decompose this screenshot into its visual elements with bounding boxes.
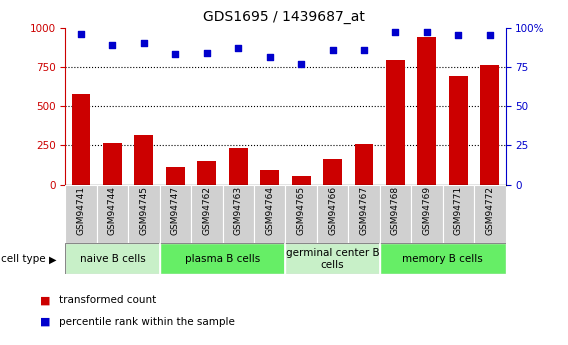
Bar (285, 243, 380, 274)
Bar (481, 65, 499, 185)
Point (485, 33, 494, 38)
Bar (442, 185, 474, 243)
Text: percentile rank within the sample: percentile rank within the sample (59, 317, 235, 327)
Bar (417, 37, 436, 185)
Text: GDS1695 / 1439687_at: GDS1695 / 1439687_at (203, 10, 365, 24)
Text: ■: ■ (40, 295, 50, 305)
Text: GSM94767: GSM94767 (360, 186, 369, 235)
Point (202, 50, 211, 56)
Bar (380, 185, 411, 243)
Bar (292, 176, 311, 185)
Point (296, 61, 306, 67)
Text: GSM94747: GSM94747 (171, 186, 180, 235)
Bar (380, 243, 506, 274)
Text: GSM94766: GSM94766 (328, 186, 337, 235)
Bar (386, 60, 405, 185)
Text: GSM94771: GSM94771 (454, 186, 463, 235)
Text: ■: ■ (40, 317, 50, 327)
Text: GSM94768: GSM94768 (391, 186, 400, 235)
Bar (72, 93, 90, 185)
Text: GSM94772: GSM94772 (485, 186, 494, 235)
Bar (317, 185, 348, 243)
Text: transformed count: transformed count (59, 295, 156, 305)
Point (77, 31, 86, 37)
Bar (65, 243, 160, 274)
Bar (198, 161, 216, 185)
Text: naive B cells: naive B cells (80, 254, 145, 264)
Bar (285, 185, 317, 243)
Text: GSM94765: GSM94765 (296, 186, 306, 235)
Bar (128, 185, 160, 243)
Bar (354, 144, 373, 185)
Point (423, 30, 432, 35)
Text: GSM94763: GSM94763 (234, 186, 243, 235)
Point (139, 40, 148, 46)
Text: GSM94741: GSM94741 (77, 186, 86, 235)
Point (265, 55, 274, 60)
Bar (348, 185, 380, 243)
Bar (160, 243, 285, 274)
Text: GSM94769: GSM94769 (423, 186, 432, 235)
Bar (449, 76, 468, 185)
Point (360, 47, 369, 52)
Bar (229, 148, 248, 185)
Text: GSM94745: GSM94745 (139, 186, 148, 235)
Bar (97, 185, 128, 243)
Text: plasma B cells: plasma B cells (185, 254, 260, 264)
Point (171, 51, 180, 57)
Bar (254, 185, 285, 243)
Text: GSM94762: GSM94762 (202, 186, 211, 235)
Point (328, 47, 337, 52)
Text: ▶: ▶ (49, 255, 57, 264)
Bar (103, 143, 122, 185)
Bar (160, 185, 191, 243)
Bar (191, 185, 223, 243)
Point (454, 33, 463, 38)
Point (233, 45, 243, 51)
Point (391, 30, 400, 35)
Text: cell type: cell type (1, 255, 46, 264)
Bar (411, 185, 442, 243)
Bar (166, 167, 185, 185)
Bar (323, 159, 342, 185)
Text: GSM94764: GSM94764 (265, 186, 274, 235)
Bar (223, 185, 254, 243)
Bar (474, 185, 506, 243)
Text: GSM94744: GSM94744 (108, 186, 117, 235)
Bar (135, 135, 153, 185)
Bar (260, 170, 279, 185)
Bar (65, 185, 97, 243)
Text: germinal center B
cells: germinal center B cells (286, 248, 379, 269)
Point (108, 42, 117, 48)
Text: memory B cells: memory B cells (402, 254, 483, 264)
